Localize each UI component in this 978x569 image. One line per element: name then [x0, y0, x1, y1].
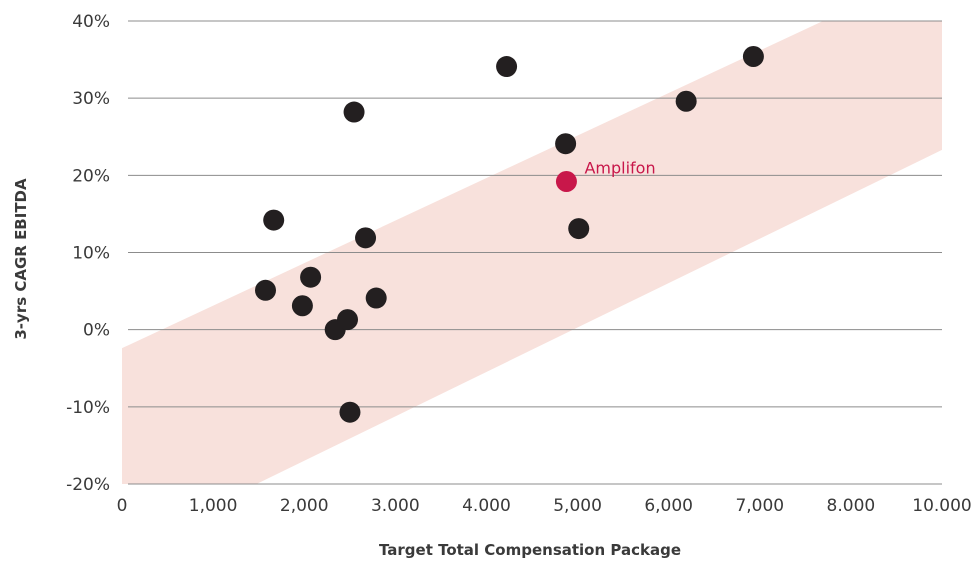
data-point	[555, 133, 577, 155]
x-tick-label: 3.000	[371, 496, 420, 516]
data-point	[255, 279, 276, 301]
x-tick-label: 8.000	[827, 496, 876, 516]
gridlines	[128, 20, 942, 485]
band-area	[122, 21, 942, 484]
y-tick-label: 40%	[72, 12, 110, 32]
x-tick-label: 5,000	[553, 496, 602, 516]
data-point	[365, 287, 387, 309]
data-points	[255, 45, 764, 423]
highlight-point	[555, 171, 577, 193]
highlight-label: Amplifon	[584, 159, 655, 178]
x-tick-label: 2,000	[280, 496, 329, 516]
x-tick-label: 0	[117, 496, 128, 516]
data-point	[343, 101, 365, 123]
x-axis-title: Target Total Compensation Package	[379, 541, 681, 559]
y-tick-label: 30%	[72, 89, 110, 109]
x-tick-label: 6,000	[644, 496, 693, 516]
y-tick-label: -20%	[66, 475, 110, 495]
data-point	[263, 209, 285, 231]
data-point	[337, 309, 358, 331]
y-tick-label: 0%	[83, 321, 110, 341]
data-point	[355, 227, 377, 249]
data-point	[742, 45, 764, 67]
x-tick-label: 1,000	[189, 496, 238, 516]
trend-band	[122, 21, 942, 484]
data-point	[568, 218, 590, 240]
y-axis-title: 3-yrs CAGR EBITDA	[12, 178, 30, 340]
data-point	[496, 56, 518, 78]
x-axis-ticks: 0 1,000 2,000 3.000 4.000 5,000 6,000 7,000 8.00…	[117, 496, 972, 516]
highlight-group: Amplifon	[555, 159, 656, 193]
x-tick-label: 10.000	[912, 496, 971, 516]
data-point	[300, 266, 322, 288]
data-point	[291, 295, 313, 317]
y-tick-label: -10%	[66, 398, 110, 418]
y-tick-label: 10%	[72, 244, 110, 264]
data-point	[339, 401, 361, 423]
x-tick-label: 7,000	[735, 496, 784, 516]
data-point	[675, 90, 697, 112]
y-tick-label: 20%	[72, 166, 110, 186]
x-tick-label: 4.000	[462, 496, 511, 516]
y-axis-ticks: 40% 30% 20% 10% 0% -10% -20%	[66, 12, 110, 495]
